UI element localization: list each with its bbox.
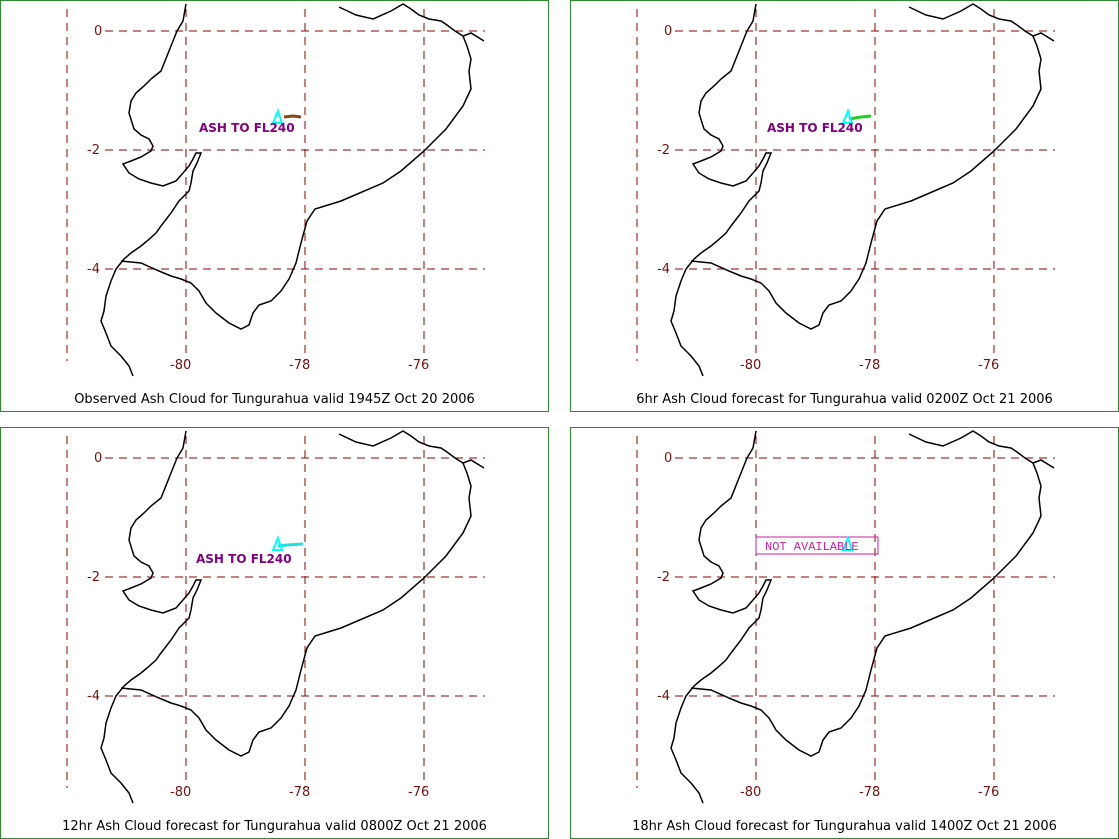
lon-tick-minus-76: -76 [408, 785, 429, 800]
panel-caption: 12hr Ash Cloud forecast for Tungurahua v… [62, 819, 487, 834]
volcano-triangle-icon [271, 534, 284, 551]
coastline-path [670, 430, 1055, 804]
grid-lines [636, 436, 1055, 788]
lat-tick-minus-4: -4 [657, 262, 670, 277]
lon-tick-minus-78: -78 [859, 358, 880, 373]
panel-caption: 6hr Ash Cloud forecast for Tungurahua va… [636, 392, 1053, 407]
grid-lines [66, 436, 485, 788]
ash-plume [283, 114, 302, 119]
lon-tick-minus-80: -80 [170, 785, 191, 800]
coastline-path [100, 430, 485, 804]
volcano-marker-icon [841, 534, 854, 551]
coastline [100, 3, 485, 377]
lat-tick-0: 0 [664, 24, 672, 39]
lon-tick-minus-78: -78 [289, 785, 310, 800]
lon-tick-minus-76: -76 [978, 358, 999, 373]
lon-tick-minus-78: -78 [859, 785, 880, 800]
map-panel-18hr: 0 -2 -4 -80 -78 -76 NOT AVAILABLE 18hr A… [570, 427, 1119, 839]
volcano-triangle-icon [841, 534, 854, 551]
lat-tick-minus-2: -2 [657, 570, 670, 585]
map-canvas: 0 -2 -4 -80 -78 -76 NOT AVAILABLE [636, 430, 1055, 804]
map-canvas: 0 -2 -4 -80 -78 -76 ASH TO FL240 [66, 3, 485, 377]
coastline [100, 430, 485, 804]
lat-tick-minus-2: -2 [657, 143, 670, 158]
coastline [670, 430, 1055, 804]
coastline-path [670, 3, 1055, 377]
lon-tick-minus-76: -76 [408, 358, 429, 373]
ash-plume-line [277, 542, 304, 548]
volcano-triangle-icon [271, 107, 284, 124]
ash-plume-line [283, 114, 302, 119]
ash-plume [277, 542, 304, 548]
lon-tick-minus-80: -80 [170, 358, 191, 373]
lat-tick-minus-4: -4 [657, 689, 670, 704]
coastline [670, 3, 1055, 377]
map-panel-6hr: 0 -2 -4 -80 -78 -76 ASH TO FL240 6hr Ash… [570, 0, 1119, 412]
ash-label: ASH TO FL240 [199, 121, 295, 135]
map-canvas: 0 -2 -4 -80 -78 -76 ASH TO FL240 [636, 3, 1055, 377]
lat-tick-minus-4: -4 [87, 689, 100, 704]
ash-label: ASH TO FL240 [196, 552, 292, 566]
lon-tick-minus-76: -76 [978, 785, 999, 800]
lat-tick-0: 0 [94, 24, 102, 39]
lat-tick-0: 0 [664, 451, 672, 466]
coastline-path [100, 3, 485, 377]
lat-tick-minus-2: -2 [87, 570, 100, 585]
ash-label: ASH TO FL240 [767, 121, 863, 135]
map-panel-observed: 0 -2 -4 -80 -78 -76 ASH TO FL240 Observe… [0, 0, 549, 412]
grid-lines [66, 9, 485, 361]
lat-tick-0: 0 [94, 451, 102, 466]
volcano-marker-icon [271, 107, 284, 124]
map-panel-12hr: 0 -2 -4 -80 -78 -76 ASH TO FL240 12hr As… [0, 427, 549, 839]
ash-plume [848, 114, 872, 121]
lon-tick-minus-78: -78 [289, 358, 310, 373]
lon-tick-minus-80: -80 [740, 358, 761, 373]
volcano-triangle-icon [841, 107, 854, 124]
ash-plume-line [848, 114, 872, 121]
lat-tick-minus-4: -4 [87, 262, 100, 277]
not-available-box [755, 536, 879, 555]
grid-lines [636, 9, 1055, 361]
panel-caption: 18hr Ash Cloud forecast for Tungurahua v… [632, 819, 1057, 834]
volcano-marker-icon [271, 534, 284, 551]
lat-tick-minus-2: -2 [87, 143, 100, 158]
map-canvas: 0 -2 -4 -80 -78 -76 ASH TO FL240 [66, 430, 485, 804]
volcano-marker-icon [841, 107, 854, 124]
lon-tick-minus-80: -80 [740, 785, 761, 800]
not-available-label: NOT AVAILABLE [765, 540, 859, 554]
panel-caption: Observed Ash Cloud for Tungurahua valid … [74, 392, 475, 407]
